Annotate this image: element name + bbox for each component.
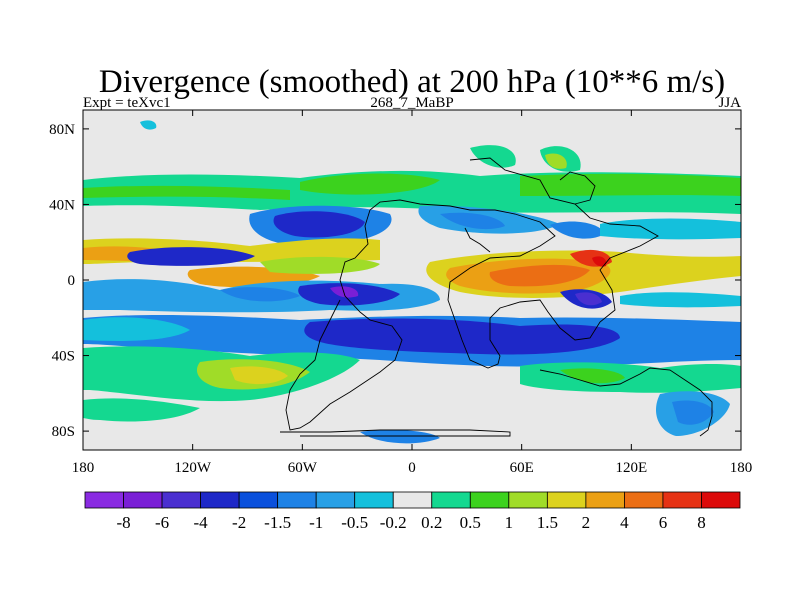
contour-region <box>273 211 365 238</box>
colorbar-swatch <box>84 491 124 509</box>
contour-region <box>600 218 741 240</box>
colorbar-label: 1.5 <box>537 513 558 532</box>
contour-region <box>489 264 590 287</box>
contour-region <box>83 398 200 422</box>
coastline-outline <box>559 171 596 205</box>
contour-region <box>672 400 714 425</box>
colorbar-swatch <box>431 491 471 509</box>
contour-region <box>560 368 625 384</box>
colorbar-swatch <box>238 491 279 509</box>
colorbar-label: 6 <box>659 513 668 532</box>
contour-region <box>83 185 290 200</box>
contour-region <box>140 120 157 130</box>
coastline-outline <box>280 429 511 437</box>
coastline-outline <box>539 367 713 437</box>
colorbar-label: -4 <box>194 513 209 532</box>
contour-region <box>260 256 380 274</box>
x-tick-label: 180 <box>730 460 753 476</box>
y-tick-label: 80N <box>49 122 75 138</box>
colorbar-swatch <box>469 491 510 509</box>
contour-region <box>127 247 255 266</box>
colorbar-swatch <box>161 491 201 509</box>
contour-region <box>220 287 300 302</box>
divergence-field <box>83 110 741 450</box>
colorbar-label: -8 <box>116 513 130 532</box>
contour-region <box>304 318 620 355</box>
coastline-outline <box>464 227 491 253</box>
contour-region <box>230 366 288 385</box>
contour-region <box>575 292 602 306</box>
x-tick-label: 120E <box>615 460 647 476</box>
axes-group: 180 120W 60W 0 60E 120E 180 80N 40N 0 40S 80S <box>49 110 752 476</box>
colorbar-label: -2 <box>232 513 246 532</box>
contour-region <box>620 292 741 308</box>
y-tick-label: 40S <box>52 349 75 365</box>
colorbar-label: -1.5 <box>264 513 291 532</box>
colorbar-label: -6 <box>155 513 169 532</box>
contour-region <box>440 212 505 230</box>
subtitle-center: 268_7_MaBP <box>370 95 453 111</box>
x-tick-label: 180 <box>72 460 95 476</box>
subtitle-right: JJA <box>718 95 741 111</box>
colorbar-label: -0.2 <box>380 513 407 532</box>
colorbar-swatch <box>123 491 163 509</box>
contour-region <box>470 145 516 168</box>
colorbar-label: 4 <box>620 513 629 532</box>
colorbar-label: 2 <box>582 513 591 532</box>
colorbar-swatch <box>392 491 433 509</box>
x-tick-label: 60W <box>288 460 318 476</box>
contour-region <box>520 362 741 393</box>
x-tick-label: 120W <box>174 460 212 476</box>
colorbar: -8 -6 -4 -2 -1.5 -1 -0.5 -0.2 0.2 0.5 1 1.5 2 4 6 8 <box>84 491 741 532</box>
colorbar-label: 0.5 <box>460 513 481 532</box>
contour-region <box>592 256 607 267</box>
subtitle-left: Expt = teXvc1 <box>83 95 171 111</box>
y-tick-label: 80S <box>52 424 75 440</box>
colorbar-label: -0.5 <box>341 513 368 532</box>
x-tick-label: 0 <box>408 460 416 476</box>
contour-region <box>300 173 440 195</box>
colorbar-swatch <box>585 491 625 509</box>
coastline-outline <box>285 157 659 431</box>
contour-region <box>83 317 190 341</box>
contour-region <box>545 153 567 169</box>
colorbar-label: -1 <box>309 513 323 532</box>
y-tick-label: 40N <box>49 197 75 213</box>
colorbar-label: 8 <box>697 513 706 532</box>
contour-region <box>520 173 741 196</box>
colorbar-swatch <box>546 491 587 509</box>
colorbar-swatch <box>624 491 664 509</box>
x-tick-label: 60E <box>510 460 534 476</box>
colorbar-swatch <box>662 491 702 509</box>
colorbar-swatch <box>315 491 356 509</box>
colorbar-label: 0.2 <box>421 513 442 532</box>
contour-region <box>360 430 440 444</box>
y-tick-label: 0 <box>68 273 76 289</box>
colorbar-swatch <box>354 491 394 509</box>
chart-title: Divergence (smoothed) at 200 hPa (10**6 … <box>99 64 725 100</box>
colorbar-label: 1 <box>505 513 514 532</box>
contour-region <box>550 221 605 239</box>
colorbar-swatch <box>200 491 240 509</box>
colorbar-swatch <box>701 491 741 509</box>
colorbar-swatch <box>277 491 317 509</box>
colorbar-swatch <box>508 491 548 509</box>
